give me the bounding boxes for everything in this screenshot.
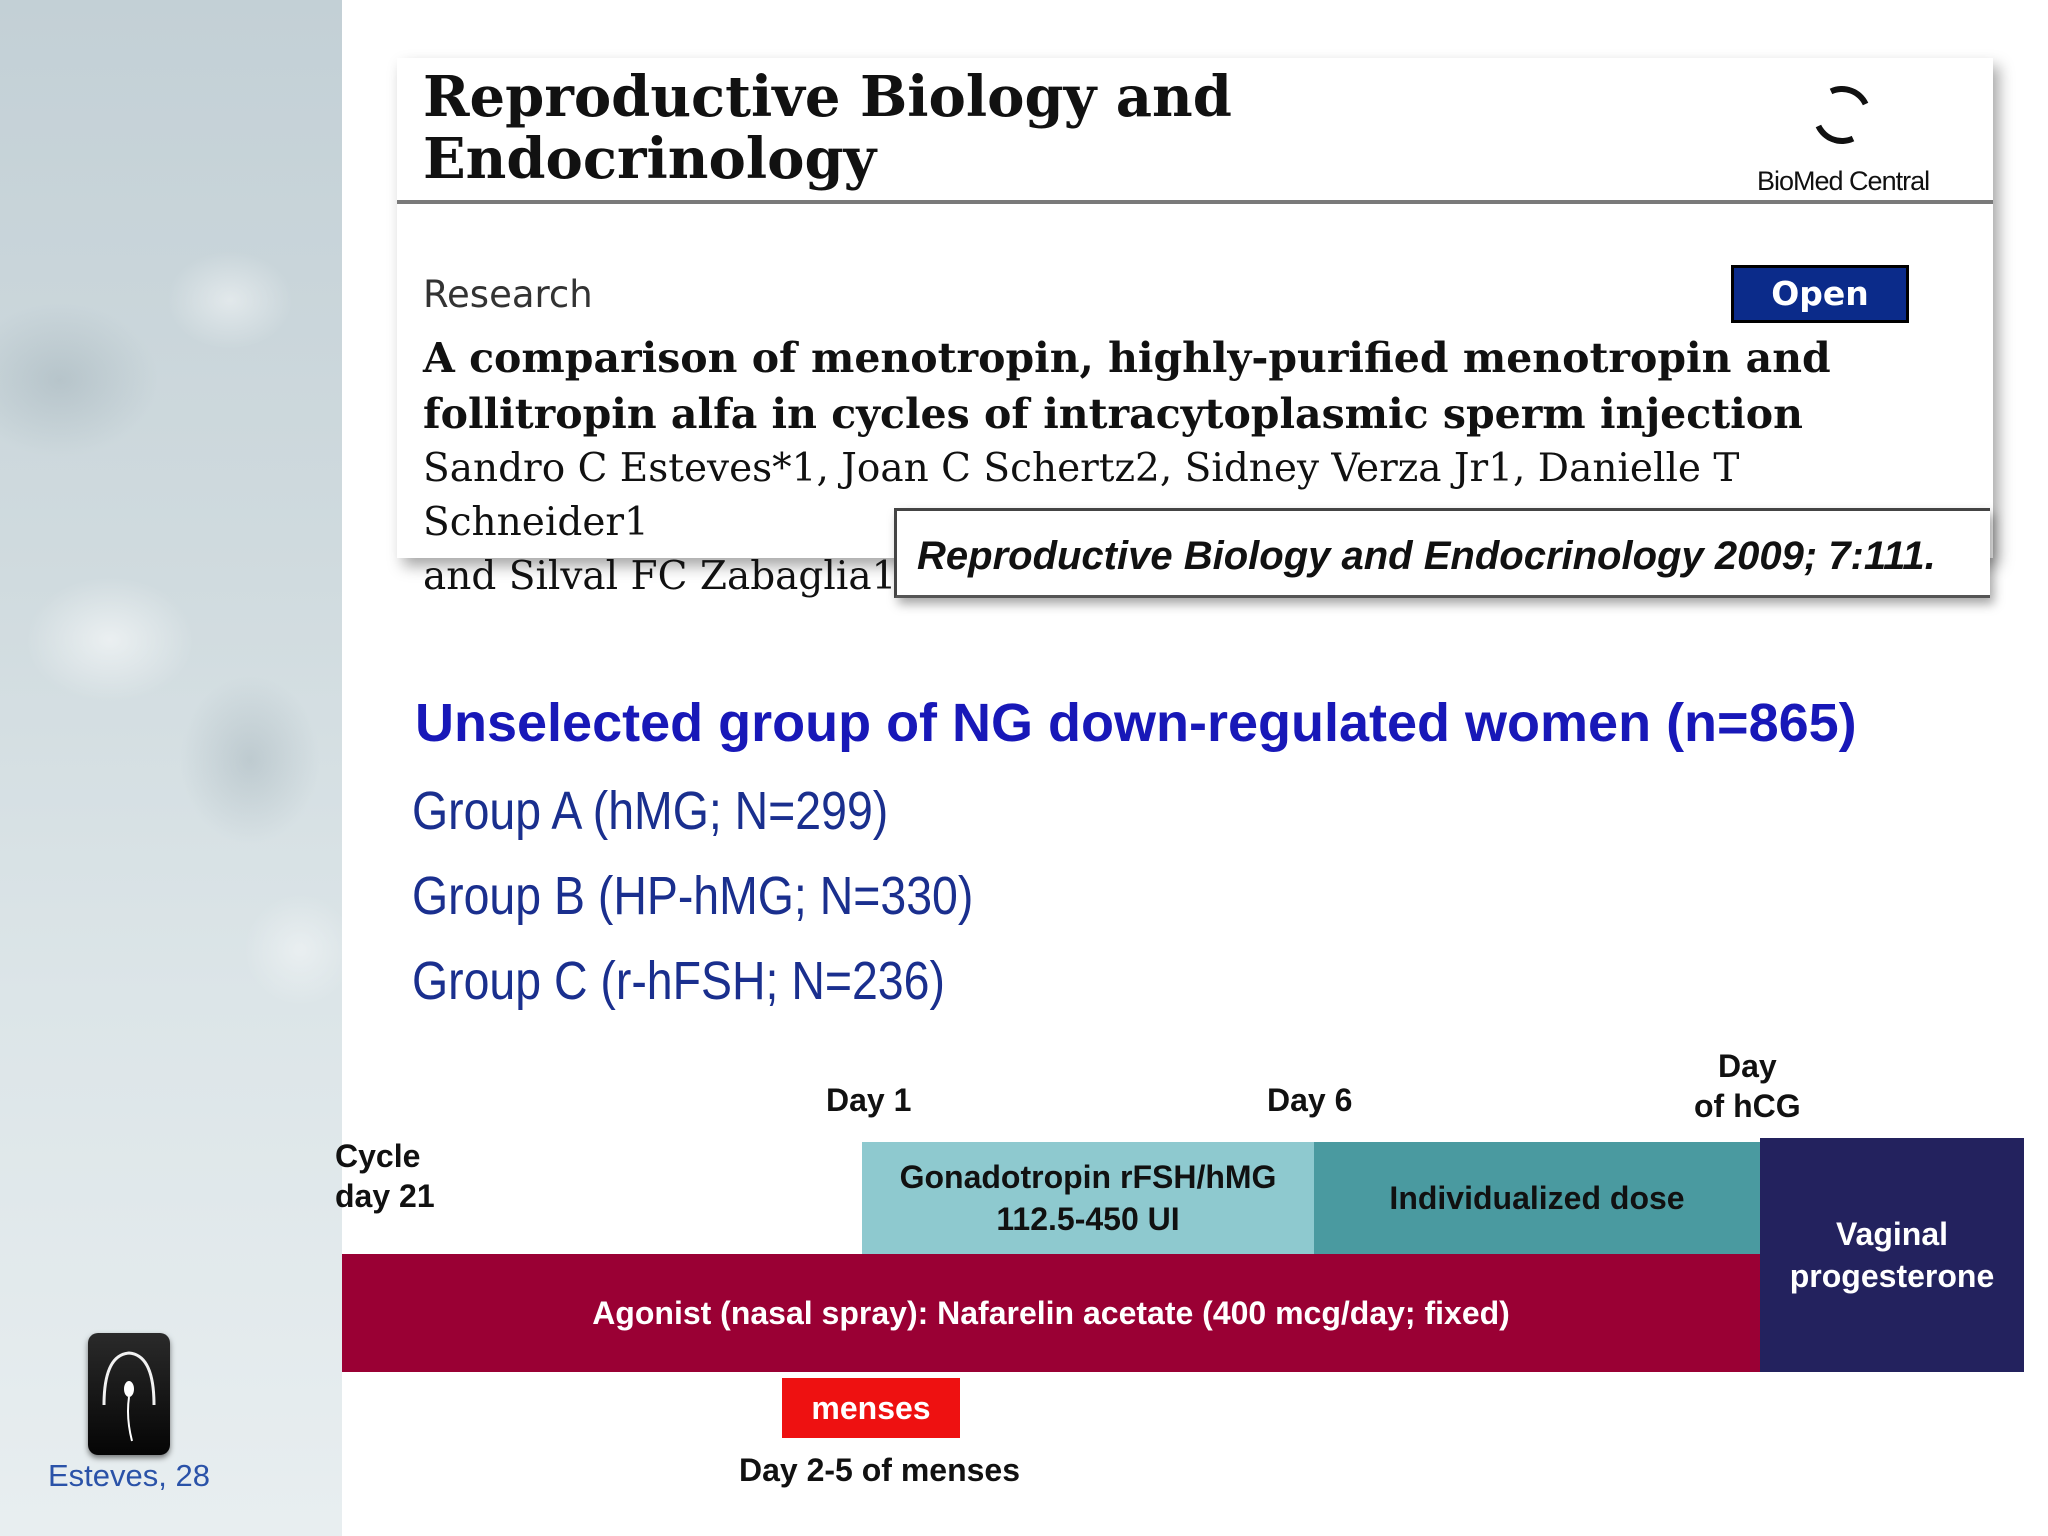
study-headline: Unselected group of NG down-regulated wo… — [415, 693, 1857, 753]
journal-title-line2: Endocrinology — [423, 126, 877, 192]
day-hcg-label: Day of hCG — [1694, 1048, 1801, 1124]
section-label: Research — [423, 273, 593, 316]
author-line1: Sandro C Esteves*1, Joan C Schertz2, Sid… — [423, 446, 1740, 545]
journal-title-line1: Reproductive Biology and — [423, 64, 1232, 130]
author-list: Sandro C Esteves*1, Joan C Schertz2, Sid… — [423, 442, 1963, 604]
individualized-dose-label: Individualized dose — [1389, 1179, 1685, 1216]
menses-box: menses — [782, 1378, 960, 1438]
group-b-label: Group B (HP-hMG; N=330) — [412, 866, 974, 926]
slide-footer-label: Esteves, 28 — [48, 1458, 210, 1493]
biomed-central-logo: BioMed Central — [1757, 77, 1977, 206]
day1-label: Day 1 — [826, 1082, 912, 1118]
article-title-line2: follitropin alfa in cycles of intracytop… — [423, 390, 1803, 438]
agonist-bar: Agonist (nasal spray): Nafarelin acetate… — [342, 1254, 1760, 1372]
gonadotropin-phase-bar: Gonadotropin rFSH/hMG 112.5-450 UI — [862, 1142, 1314, 1254]
menses-caption: Day 2-5 of menses — [739, 1452, 1021, 1488]
group-c-label: Group C (r-hFSH; N=236) — [412, 951, 945, 1011]
gonadotropin-label: Gonadotropin rFSH/hMG 112.5-450 UI — [899, 1159, 1277, 1237]
article-title-line1: A comparison of menotropin, highly-purif… — [423, 334, 1831, 382]
individualized-dose-bar: Individualized dose — [1314, 1142, 1760, 1254]
open-access-badge: Open Access — [1731, 265, 1909, 365]
divider — [397, 200, 1993, 204]
day6-label: Day 6 — [1267, 1082, 1353, 1118]
sperm-logo-icon — [88, 1333, 170, 1455]
vaginal-progesterone-label: Vaginal progesterone — [1789, 1216, 1995, 1294]
publisher-name: BioMed Central — [1757, 166, 1930, 196]
biomed-central-icon — [1804, 77, 1880, 153]
journal-title: Reproductive Biology and Endocrinology — [423, 66, 1323, 190]
citation-box: Reproductive Biology and Endocrinology 2… — [894, 508, 1990, 598]
vaginal-progesterone-bar: Vaginal progesterone — [1760, 1138, 2024, 1372]
decorative-sidebar — [0, 0, 342, 1536]
cycle-day-label: Cycle day 21 — [335, 1138, 435, 1214]
group-a-label: Group A (hMG; N=299) — [412, 781, 889, 841]
article-title: A comparison of menotropin, highly-purif… — [423, 330, 1943, 442]
agonist-label: Agonist (nasal spray): Nafarelin acetate… — [592, 1294, 1510, 1331]
article-card: Reproductive Biology and Endocrinology B… — [397, 58, 1993, 599]
author-line2: and Silval FC Zabaglia1 — [423, 554, 897, 599]
